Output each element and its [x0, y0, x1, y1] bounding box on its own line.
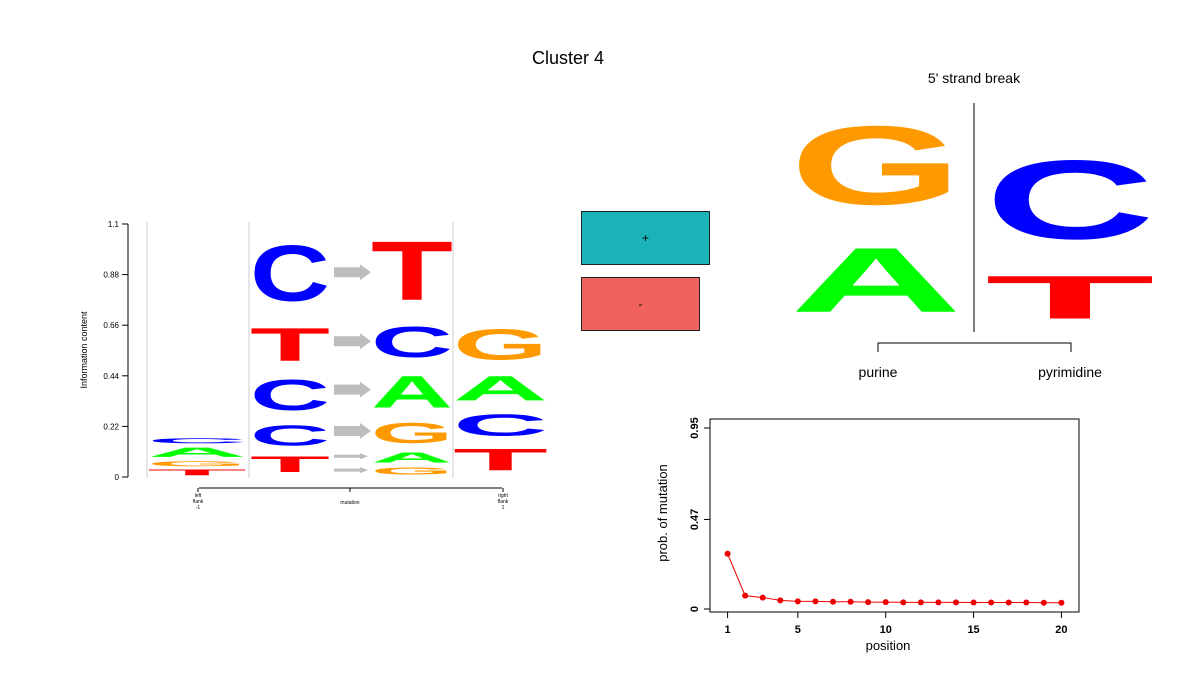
plot-x-tick-label: 15	[967, 624, 979, 636]
plot-x-tick-label: 20	[1055, 624, 1067, 636]
probability-point	[794, 598, 801, 605]
plot-x-label: position	[866, 638, 911, 653]
plot-y-tick-label: 0	[689, 606, 701, 612]
mutation_to-letter-A: A	[371, 367, 453, 417]
logo-y-tick-label: 0.88	[103, 271, 119, 280]
right_flank-letter-C: C	[453, 408, 548, 442]
mutation_from-letter-C: C	[250, 420, 330, 452]
mutation-arrow	[334, 264, 371, 281]
plot-x-tick-label: 1	[725, 624, 731, 636]
figure-title: Cluster 4	[531, 48, 605, 68]
probability-point	[970, 599, 977, 606]
probability-point	[988, 599, 995, 606]
plot-frame	[709, 418, 1080, 613]
probability-point	[1058, 599, 1065, 606]
logo-x-tick-label: mutation	[340, 500, 359, 506]
plus-strand-box: +	[581, 211, 710, 265]
group-bracket	[877, 342, 1072, 352]
right_flank-letter-G: G	[453, 321, 548, 369]
strand-break-title: 5' strand break	[928, 70, 1021, 86]
pyrimidine-letter-C: C	[985, 137, 1155, 263]
mutation-logo-chart: Information content 0 0.22 0.44 0.66 0.88 1.1…	[79, 220, 548, 511]
probability-point	[935, 599, 942, 606]
mutation_to-letter-C: C	[371, 318, 453, 366]
mutation_from-letter-C: C	[250, 229, 330, 318]
mutation-arrow	[334, 467, 368, 474]
mutation_from-letter-T: T	[250, 318, 330, 371]
probability-point	[777, 597, 784, 604]
probability-line	[727, 553, 1062, 604]
plot-y-tick-label: 0.95	[689, 417, 701, 438]
logo-y-tick-label: 0.22	[103, 422, 119, 431]
plot-y-label: prob. of mutation	[655, 464, 670, 562]
logo-y-tick-label: 1.1	[108, 220, 120, 229]
left_flank-letter-T: T	[147, 468, 247, 477]
probability-point	[900, 599, 907, 606]
probability-point	[953, 599, 959, 606]
mutation-arrow	[334, 381, 371, 398]
mutation_to-letter-G: G	[371, 417, 453, 449]
plot-x-tick-label: 5	[795, 624, 801, 636]
mutation-arrow	[334, 423, 371, 439]
purine-letter-A: A	[790, 229, 962, 331]
mutation_to-letter-A: A	[371, 450, 453, 466]
logo-x-tick-label: right flank 1	[498, 493, 509, 511]
pyrimidine-letter-T: T	[985, 263, 1155, 331]
probability-point	[917, 599, 924, 606]
purine-letter-G: G	[790, 103, 962, 229]
logo-y-tick-label: 0.44	[103, 372, 119, 381]
probability-point	[847, 598, 854, 605]
left_flank-letter-A: A	[147, 445, 247, 460]
logo-y-tick-label: 0	[115, 473, 120, 482]
plot-x-tick-label: 10	[880, 624, 892, 636]
probability-point	[724, 550, 731, 557]
right_flank-letter-A: A	[453, 369, 548, 408]
left_flank-letter-G: G	[147, 460, 247, 468]
probability-point	[1005, 599, 1012, 606]
group-label-purine: purine	[859, 364, 898, 380]
mutation_from-letter-T: T	[250, 452, 330, 477]
probability-point	[830, 598, 836, 605]
logo-x-tick-label: left flank -1	[193, 493, 204, 511]
probability-point	[1040, 599, 1047, 606]
mutation-arrow	[334, 333, 371, 350]
mutation_to-letter-T: T	[371, 224, 453, 318]
minus-strand-box: -	[581, 277, 700, 331]
mutation-arrow	[334, 453, 368, 460]
logo-y-label: Information content	[79, 311, 89, 389]
mutation_to-letter-G: G	[371, 465, 453, 477]
plot-y-tick-label: 0.47	[689, 509, 701, 530]
mutation_from-letter-C: C	[250, 371, 330, 419]
probability-point	[865, 599, 872, 606]
group-label-pyrimidine: pyrimidine	[1038, 364, 1102, 380]
logo-y-tick-label: 0.66	[103, 321, 119, 330]
mutation-probability-plot: position prob. of mutation 1 5 10 15 2000.47…	[655, 417, 1080, 653]
probability-point	[759, 594, 766, 601]
probability-point	[882, 599, 889, 606]
right_flank-letter-T: T	[453, 442, 548, 476]
probability-point	[742, 592, 749, 599]
probability-point	[812, 598, 819, 605]
probability-point	[1023, 599, 1030, 606]
left_flank-letter-C: C	[147, 437, 247, 445]
